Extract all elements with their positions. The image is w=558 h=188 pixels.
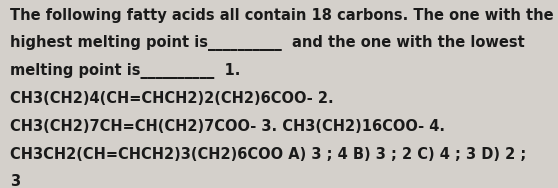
Text: highest melting point is__________  and the one with the lowest: highest melting point is__________ and t…: [10, 35, 525, 51]
Text: CH3(CH2)4(CH=CHCH2)2(CH2)6COO- 2.: CH3(CH2)4(CH=CHCH2)2(CH2)6COO- 2.: [10, 91, 334, 106]
Text: melting point is__________  1.: melting point is__________ 1.: [10, 63, 240, 79]
Text: CH3(CH2)7CH=CH(CH2)7COO- 3. CH3(CH2)16COO- 4.: CH3(CH2)7CH=CH(CH2)7COO- 3. CH3(CH2)16CO…: [10, 119, 445, 134]
Text: CH3CH2(CH=CHCH2)3(CH2)6COO A) 3 ; 4 B) 3 ; 2 C) 4 ; 3 D) 2 ;: CH3CH2(CH=CHCH2)3(CH2)6COO A) 3 ; 4 B) 3…: [10, 147, 526, 162]
Text: The following fatty acids all contain 18 carbons. The one with the: The following fatty acids all contain 18…: [10, 8, 554, 23]
Text: 3: 3: [10, 174, 20, 188]
